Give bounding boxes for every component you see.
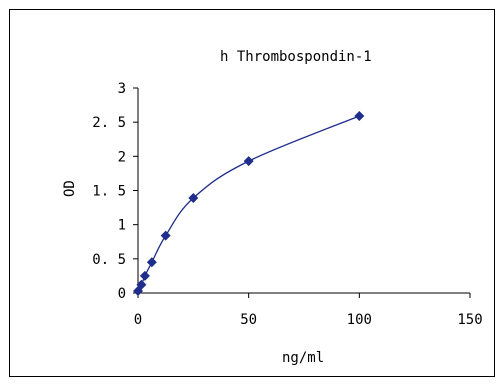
y-tick-label: 0 (118, 286, 126, 302)
data-point (243, 156, 254, 167)
data-points (133, 111, 365, 296)
data-point (139, 270, 150, 281)
chart-frame (9, 9, 495, 377)
y-tick-label: 3 (118, 81, 126, 97)
y-tick-label: 2. 5 (92, 115, 126, 131)
data-point (136, 279, 147, 290)
x-axis-label: ng/ml (282, 350, 324, 366)
y-tick-label: 1 (118, 218, 126, 234)
data-point (146, 257, 157, 268)
x-ticks: 0 50 100 150 (134, 293, 483, 328)
x-tick-label: 0 (134, 312, 142, 328)
y-ticks: 0 0. 5 1 1. 5 2 2. 5 3 (92, 81, 138, 302)
y-tick-label: 0. 5 (92, 252, 126, 268)
data-point (188, 193, 199, 204)
data-point (160, 230, 171, 241)
y-tick-label: 1. 5 (92, 184, 126, 200)
x-tick-label: 50 (240, 312, 257, 328)
x-tick-label: 100 (347, 312, 372, 328)
x-tick-label: 150 (457, 312, 482, 328)
series-curve (137, 115, 360, 292)
chart-title: h Thrombospondin-1 (220, 49, 372, 65)
y-tick-label: 2 (118, 149, 126, 165)
data-point (354, 111, 365, 122)
y-axis-label: OD (62, 180, 78, 197)
